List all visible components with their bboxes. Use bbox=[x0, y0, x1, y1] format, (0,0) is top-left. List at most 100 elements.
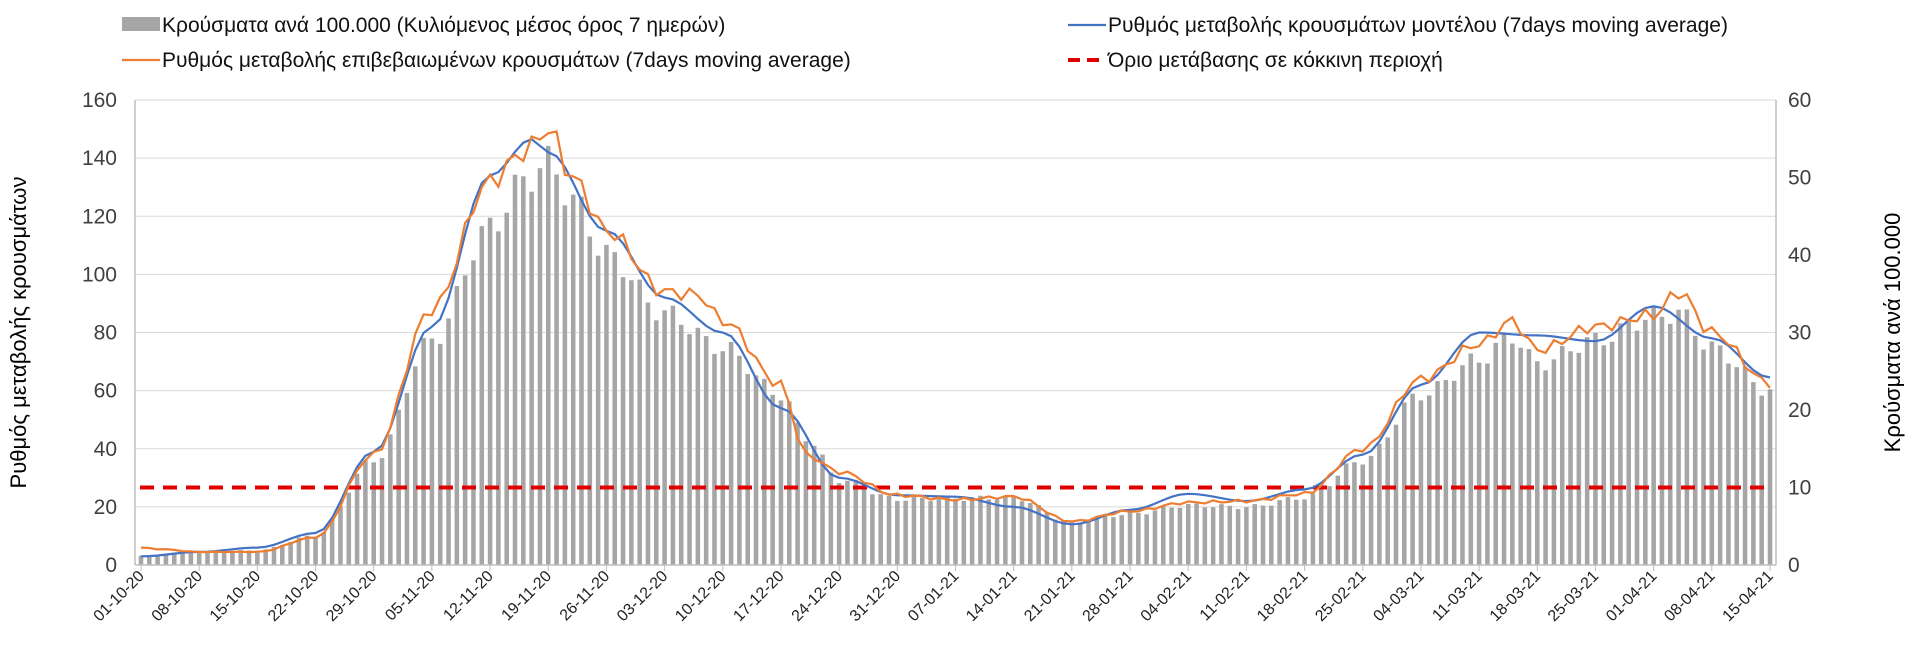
case-bar bbox=[1643, 319, 1648, 565]
case-bar bbox=[1584, 337, 1590, 565]
case-bar bbox=[188, 553, 194, 565]
case-bar bbox=[1352, 462, 1357, 565]
case-bar bbox=[487, 217, 493, 566]
case-bar bbox=[304, 535, 310, 565]
case-bar bbox=[687, 334, 692, 565]
x-tick-label: 25-03-21 bbox=[1545, 568, 1602, 625]
case-bar bbox=[446, 318, 451, 565]
case-bar bbox=[1709, 341, 1715, 565]
confirmed-rate-line bbox=[140, 130, 1771, 554]
case-bar bbox=[238, 550, 244, 565]
case-bar bbox=[629, 280, 634, 565]
case-bar bbox=[1618, 323, 1623, 565]
case-bar bbox=[1426, 395, 1432, 565]
left-tick-label: 140 bbox=[82, 147, 117, 170]
case-bar bbox=[678, 324, 684, 565]
case-bar bbox=[1460, 365, 1465, 565]
right-axis-title: Κρούσματα ανά 100.000 bbox=[1880, 213, 1905, 453]
case-bar bbox=[986, 499, 992, 565]
case-bar bbox=[1169, 507, 1174, 565]
case-bar bbox=[1559, 346, 1565, 565]
left-tick-label: 40 bbox=[94, 438, 117, 461]
case-bar bbox=[429, 338, 435, 565]
case-bar bbox=[994, 499, 1000, 565]
legend-label: Ρυθμός μεταβολής επιβεβαιωμένων κρουσμάτ… bbox=[162, 49, 851, 72]
case-bar bbox=[1601, 345, 1607, 565]
right-tick-label: 60 bbox=[1788, 89, 1811, 112]
case-bar bbox=[886, 496, 892, 565]
case-bar bbox=[1285, 497, 1291, 565]
case-bar bbox=[313, 536, 318, 565]
case-bar bbox=[953, 498, 958, 565]
case-bar bbox=[1543, 370, 1548, 565]
case-bar bbox=[205, 552, 210, 565]
case-bar bbox=[346, 492, 352, 565]
case-bar bbox=[737, 355, 742, 565]
case-bar bbox=[712, 353, 717, 565]
case-bar bbox=[703, 336, 709, 565]
case-bar bbox=[1044, 512, 1050, 565]
case-bar bbox=[354, 473, 360, 565]
case-bar bbox=[1327, 486, 1332, 565]
case-bar bbox=[371, 462, 376, 565]
case-bar bbox=[645, 302, 651, 565]
bars-layer bbox=[138, 145, 1773, 566]
case-bar bbox=[1443, 379, 1449, 565]
case-bar bbox=[911, 496, 917, 565]
case-bar bbox=[388, 434, 393, 565]
case-bar bbox=[1302, 499, 1307, 565]
case-bar bbox=[795, 422, 800, 565]
case-bar bbox=[1368, 455, 1374, 565]
case-bar bbox=[1052, 519, 1058, 565]
case-bar bbox=[1185, 504, 1191, 565]
case-bar bbox=[1036, 504, 1041, 565]
left-tick-label: 160 bbox=[82, 89, 117, 112]
x-tick-label: 05-11-20 bbox=[382, 568, 439, 625]
case-bar bbox=[1028, 503, 1033, 565]
case-bar bbox=[1360, 464, 1366, 565]
case-bar bbox=[1144, 514, 1149, 565]
case-bar bbox=[379, 458, 385, 565]
case-bar bbox=[1318, 489, 1324, 565]
case-bar bbox=[163, 554, 169, 565]
case-bar bbox=[496, 231, 501, 565]
x-tick-label: 08-04-21 bbox=[1661, 568, 1718, 625]
x-tick-label: 28-01-21 bbox=[1080, 568, 1137, 625]
case-bar bbox=[1418, 400, 1424, 565]
x-tick-label: 17-12-20 bbox=[730, 568, 787, 625]
case-bar bbox=[1343, 463, 1349, 565]
x-tick-label: 04-03-21 bbox=[1370, 568, 1427, 625]
case-bar bbox=[853, 480, 859, 565]
case-bar bbox=[338, 506, 343, 565]
legend-label: Κρούσματα ανά 100.000 (Κυλιόμενος μέσος … bbox=[162, 14, 725, 37]
case-bar bbox=[1219, 504, 1224, 565]
case-bar bbox=[728, 341, 734, 565]
case-bar bbox=[579, 196, 584, 566]
case-bar bbox=[1576, 352, 1582, 565]
case-bar bbox=[587, 236, 593, 565]
case-bar bbox=[1011, 496, 1016, 565]
case-bar bbox=[1385, 437, 1390, 565]
right-tick-label: 0 bbox=[1788, 554, 1800, 577]
x-tick-label: 26-11-20 bbox=[557, 568, 614, 625]
x-tick-label: 15-04-21 bbox=[1720, 568, 1777, 625]
case-bar bbox=[654, 320, 659, 565]
case-bar bbox=[1260, 505, 1266, 565]
case-bar bbox=[437, 343, 443, 565]
case-bar bbox=[1335, 475, 1341, 565]
case-bar bbox=[288, 541, 293, 565]
x-tick-label: 01-10-20 bbox=[91, 568, 148, 625]
right-tick-label: 10 bbox=[1788, 477, 1811, 500]
case-bar bbox=[421, 337, 426, 565]
case-bar bbox=[828, 472, 834, 565]
case-bar bbox=[529, 191, 534, 566]
x-tick-label: 03-12-20 bbox=[614, 568, 671, 625]
x-tick-label: 07-01-21 bbox=[905, 568, 962, 625]
x-tick-label: 25-02-21 bbox=[1312, 568, 1369, 625]
x-tick-label: 12-11-20 bbox=[440, 568, 497, 625]
case-bar bbox=[1551, 359, 1557, 565]
case-bar bbox=[1210, 507, 1216, 565]
case-bar bbox=[861, 488, 867, 565]
case-bar bbox=[1701, 349, 1706, 565]
case-bar bbox=[944, 495, 950, 565]
